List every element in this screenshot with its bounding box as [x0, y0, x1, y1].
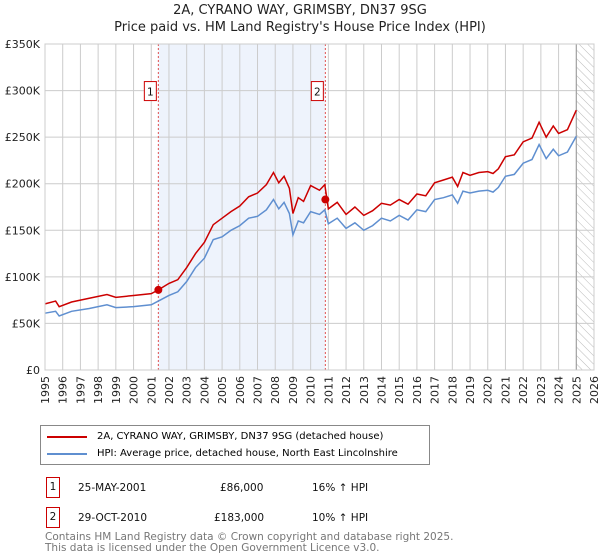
x-tick-label: 1997: [74, 376, 87, 404]
legend-swatch-red: [47, 435, 87, 438]
x-tick-label: 2009: [287, 376, 300, 404]
x-tick-label: 2008: [269, 376, 282, 404]
transaction-hpi: 16% ↑ HPI: [312, 482, 369, 494]
x-tick-label: 2025: [570, 376, 583, 404]
footer-copyright: Contains HM Land Registry data © Crown c…: [45, 531, 454, 543]
y-tick-label: £150K: [5, 224, 41, 237]
sale-point: [154, 285, 163, 294]
plot-frame: [44, 43, 595, 371]
x-tick-label: 2023: [535, 376, 548, 404]
x-tick-label: 2026: [588, 376, 600, 404]
sale-label: 2: [314, 87, 321, 99]
forecast-hatch: [576, 44, 594, 370]
legend-label: HPI: Average price, detached house, Nort…: [97, 448, 398, 459]
transaction-date: 29-OCT-2010: [78, 512, 147, 524]
x-tick-label: 2019: [464, 376, 477, 404]
x-tick-label: 2010: [305, 376, 318, 404]
y-tick-label: £100K: [5, 271, 41, 284]
y-tick-label: £200K: [5, 178, 41, 191]
footer-license: This data is licensed under the Open Gov…: [45, 542, 380, 554]
x-tick-label: 1995: [39, 376, 52, 404]
x-tick-label: 2007: [252, 376, 265, 404]
legend-swatch-blue: [47, 452, 87, 455]
x-tick-label: 2020: [482, 376, 495, 404]
x-tick-label: 2011: [322, 376, 335, 404]
y-tick-label: £50K: [12, 317, 41, 330]
transaction-hpi: 10% ↑ HPI: [312, 512, 369, 524]
x-tick-label: 2017: [429, 376, 442, 404]
x-tick-label: 2001: [145, 376, 158, 404]
chart-subtitle: Price paid vs. HM Land Registry's House …: [114, 20, 486, 35]
y-tick-label: £0: [26, 364, 40, 377]
transaction-price: £183,000: [214, 512, 265, 524]
x-tick-label: 2012: [340, 376, 353, 404]
sale-period-shading: [158, 44, 326, 370]
legend-item-property: 2A, CYRANO WAY, GRIMSBY, DN37 9SG (detac…: [47, 431, 383, 442]
x-tick-label: 2024: [553, 376, 566, 404]
x-tick-label: 2018: [446, 376, 459, 404]
sale-label-box: [143, 81, 157, 102]
x-tick-label: 2013: [358, 376, 371, 404]
x-tick-label: 2000: [128, 376, 141, 404]
sale-label-box: [310, 81, 324, 102]
line-chart: 1995 1996 1997 1998 1999 2000 2001 2002 2003 2004…: [5, 38, 600, 404]
legend: 2A, CYRANO WAY, GRIMSBY, DN37 9SG (detac…: [40, 425, 430, 465]
x-tick-label: 2022: [517, 376, 530, 404]
chart-title: 2A, CYRANO WAY, GRIMSBY, DN37 9SG: [173, 3, 427, 18]
x-tick-label: 2005: [216, 376, 229, 404]
x-tick-label: 1999: [110, 376, 123, 404]
x-tick-label: 2014: [375, 376, 388, 404]
transaction-marker: 1: [46, 477, 60, 498]
sale-point: [321, 195, 330, 204]
y-tick-label: £350K: [5, 38, 41, 51]
legend-label: 2A, CYRANO WAY, GRIMSBY, DN37 9SG (detac…: [97, 431, 384, 442]
x-tick-label: 1998: [92, 376, 105, 404]
transaction-date: 25-MAY-2001: [78, 482, 147, 494]
x-tick-label: 2015: [393, 376, 406, 404]
transaction-price: £86,000: [220, 482, 264, 494]
hpi-line: [44, 135, 577, 317]
x-tick-label: 2021: [499, 376, 512, 404]
transaction-marker: 2: [46, 507, 60, 528]
legend-item-hpi: HPI: Average price, detached house, Nort…: [47, 448, 398, 459]
x-tick-label: 1996: [57, 376, 70, 404]
x-tick-label: 2003: [181, 376, 194, 404]
x-tick-label: 2002: [163, 376, 176, 404]
sale-label: 1: [147, 87, 154, 99]
y-tick-label: £250K: [5, 131, 41, 144]
x-tick-label: 2004: [198, 376, 211, 404]
x-tick-label: 2006: [234, 376, 247, 404]
y-tick-label: £300K: [5, 85, 41, 98]
x-tick-label: 2016: [411, 376, 424, 404]
